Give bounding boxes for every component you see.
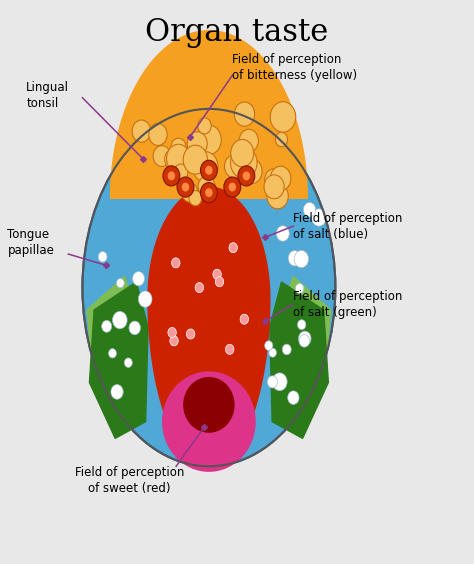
Circle shape — [264, 169, 283, 191]
Circle shape — [270, 166, 291, 191]
Circle shape — [288, 391, 299, 404]
Polygon shape — [286, 276, 331, 388]
Circle shape — [102, 320, 112, 332]
Circle shape — [303, 202, 316, 217]
Circle shape — [177, 177, 194, 197]
Circle shape — [231, 139, 254, 167]
Circle shape — [197, 125, 221, 155]
Circle shape — [283, 344, 291, 355]
Circle shape — [149, 124, 167, 146]
Circle shape — [111, 385, 123, 399]
Circle shape — [186, 329, 195, 339]
Circle shape — [239, 129, 258, 152]
Circle shape — [163, 166, 180, 186]
Circle shape — [213, 269, 221, 279]
Circle shape — [267, 376, 277, 388]
Circle shape — [171, 138, 186, 156]
Circle shape — [225, 155, 244, 178]
Circle shape — [241, 159, 262, 184]
Circle shape — [215, 277, 224, 287]
Circle shape — [164, 149, 182, 170]
Circle shape — [272, 373, 287, 391]
Circle shape — [243, 171, 250, 180]
Circle shape — [166, 144, 190, 173]
Circle shape — [299, 331, 311, 346]
Circle shape — [294, 250, 309, 268]
Circle shape — [138, 291, 152, 307]
Circle shape — [109, 349, 117, 358]
Circle shape — [240, 314, 248, 324]
Circle shape — [205, 166, 213, 175]
Circle shape — [129, 321, 140, 334]
Circle shape — [267, 183, 288, 209]
Ellipse shape — [183, 377, 235, 433]
Polygon shape — [87, 276, 132, 388]
Text: Field of perception
of salt (green): Field of perception of salt (green) — [293, 290, 402, 319]
Circle shape — [205, 188, 213, 197]
Circle shape — [195, 283, 203, 293]
Circle shape — [295, 284, 304, 293]
Polygon shape — [270, 282, 328, 438]
Circle shape — [98, 252, 107, 262]
Polygon shape — [90, 282, 148, 438]
Circle shape — [269, 348, 276, 357]
Circle shape — [174, 164, 188, 181]
Circle shape — [182, 183, 198, 202]
Polygon shape — [148, 187, 270, 466]
Circle shape — [224, 177, 241, 197]
Circle shape — [198, 118, 211, 134]
Circle shape — [153, 146, 171, 166]
Circle shape — [288, 250, 301, 266]
Circle shape — [226, 345, 234, 354]
Circle shape — [201, 183, 217, 201]
Text: Tongue
papillae: Tongue papillae — [8, 228, 55, 257]
Text: Field of perception
of sweet (red): Field of perception of sweet (red) — [74, 466, 184, 495]
Circle shape — [168, 328, 176, 337]
Text: Organ taste: Organ taste — [146, 17, 328, 48]
Text: Lingual
tonsil: Lingual tonsil — [26, 81, 69, 110]
Circle shape — [170, 336, 178, 346]
Circle shape — [189, 191, 202, 206]
Circle shape — [187, 132, 207, 156]
Ellipse shape — [162, 371, 256, 472]
Text: Field of perception
of bitterness (yellow): Field of perception of bitterness (yello… — [232, 53, 357, 82]
Circle shape — [229, 243, 237, 253]
Circle shape — [201, 183, 217, 202]
Circle shape — [168, 171, 175, 180]
Circle shape — [311, 209, 326, 226]
Circle shape — [182, 183, 189, 192]
Circle shape — [238, 166, 255, 186]
Circle shape — [275, 133, 288, 147]
Circle shape — [133, 271, 145, 286]
Circle shape — [183, 145, 208, 174]
Circle shape — [132, 120, 151, 142]
Circle shape — [172, 258, 180, 268]
Circle shape — [298, 320, 306, 329]
Circle shape — [230, 147, 257, 179]
Circle shape — [264, 175, 284, 199]
Circle shape — [276, 226, 289, 241]
Circle shape — [270, 102, 296, 132]
Circle shape — [113, 311, 127, 329]
Circle shape — [192, 152, 218, 182]
Circle shape — [264, 341, 273, 350]
Circle shape — [228, 183, 236, 192]
Circle shape — [124, 358, 132, 367]
Circle shape — [201, 160, 217, 180]
Text: Field of perception
of salt (blue): Field of perception of salt (blue) — [293, 212, 402, 241]
Circle shape — [234, 102, 255, 126]
Circle shape — [198, 177, 215, 197]
Circle shape — [299, 334, 310, 347]
Ellipse shape — [82, 109, 336, 466]
Polygon shape — [110, 30, 307, 198]
Circle shape — [117, 279, 124, 288]
